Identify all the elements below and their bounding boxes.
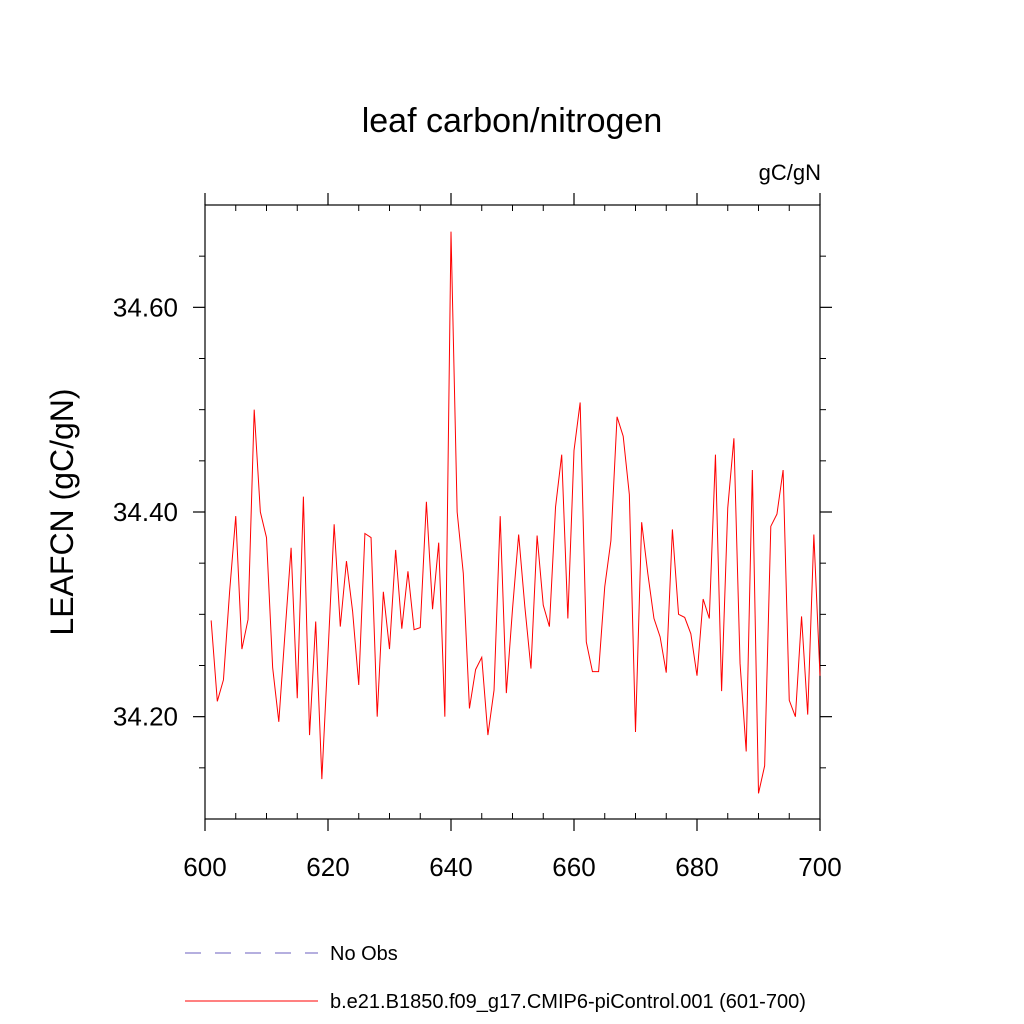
y-tick-label: 34.60 (113, 292, 178, 322)
x-tick-label: 640 (429, 852, 472, 882)
series-line (210, 231, 821, 794)
x-tick-label: 620 (306, 852, 349, 882)
legend-label-model: b.e21.B1850.f09_g17.CMIP6-piControl.001 … (330, 991, 806, 1013)
legend-label-no-obs: No Obs (330, 943, 398, 965)
tick-marks (193, 193, 832, 831)
y-tick-label: 34.20 (113, 702, 178, 732)
units-label: gC/gN (759, 160, 821, 185)
chart-title: leaf carbon/nitrogen (362, 102, 663, 140)
x-tick-label: 680 (675, 852, 718, 882)
y-tick-label: 34.40 (113, 497, 178, 527)
series-layer (210, 231, 821, 794)
tick-labels: 600 620 640 660 680 700 34.20 34.40 34.60 (113, 292, 842, 882)
legend: No Obs b.e21.B1850.f09_g17.CMIP6-piContr… (185, 943, 806, 1013)
x-tick-label: 660 (552, 852, 595, 882)
x-tick-label: 600 (183, 852, 226, 882)
x-tick-label: 700 (798, 852, 841, 882)
y-axis-label: LEAFCN (gC/gN) (44, 388, 80, 635)
